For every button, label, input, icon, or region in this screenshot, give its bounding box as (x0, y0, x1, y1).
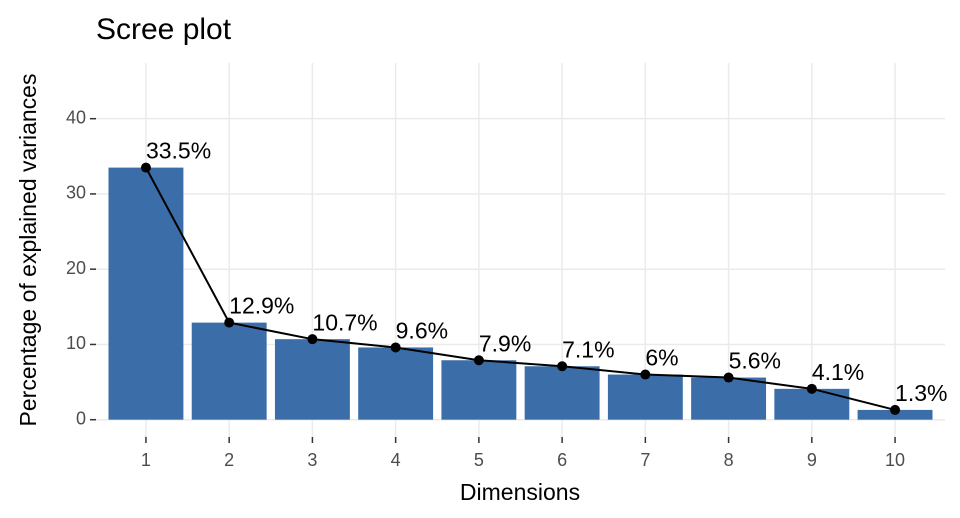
data-label: 1.3% (895, 380, 947, 406)
point (140, 162, 151, 173)
data-label: 33.5% (146, 138, 211, 164)
data-label: 5.6% (729, 348, 781, 374)
data-label: 4.1% (812, 359, 864, 385)
x-tick-label: 2 (224, 450, 234, 470)
y-tick-label: 0 (76, 408, 86, 428)
x-tick-label: 3 (307, 450, 317, 470)
trend-line (145, 167, 896, 411)
point (557, 361, 568, 372)
point (224, 317, 235, 328)
chart-title: Scree plot (96, 13, 232, 46)
x-tick-label: 6 (557, 450, 567, 470)
x-tick-label: 5 (474, 450, 484, 470)
bar (358, 347, 434, 420)
data-label: 9.6% (396, 318, 448, 344)
x-tick-label: 4 (391, 450, 401, 470)
data-label: 7.9% (479, 330, 531, 356)
point (806, 383, 817, 394)
x-axis-label: Dimensions (460, 479, 580, 505)
bar (108, 167, 184, 420)
point (473, 355, 484, 366)
bar (191, 322, 267, 420)
bar (524, 366, 600, 420)
x-tick-label: 8 (724, 450, 734, 470)
bar (774, 388, 850, 420)
y-tick-label: 40 (66, 107, 86, 127)
x-tick-label: 9 (807, 450, 817, 470)
bar (441, 360, 517, 420)
bar (691, 377, 767, 420)
data-label: 10.7% (312, 309, 377, 335)
point (390, 342, 401, 353)
y-axis-label: Percentage of explained variances (15, 74, 41, 427)
y-tick-label: 30 (66, 183, 86, 203)
bar (274, 339, 350, 420)
point (640, 369, 651, 380)
x-tick-label: 1 (141, 450, 151, 470)
data-label: 7.1% (562, 336, 614, 362)
point (890, 404, 901, 415)
point (723, 372, 734, 383)
point (307, 334, 318, 345)
data-label: 12.9% (229, 293, 294, 319)
x-tick-label: 7 (640, 450, 650, 470)
x-tick-label: 10 (885, 450, 905, 470)
y-tick-label: 20 (66, 258, 86, 278)
bar (607, 374, 683, 420)
y-tick-label: 10 (66, 333, 86, 353)
data-label: 6% (645, 345, 678, 371)
